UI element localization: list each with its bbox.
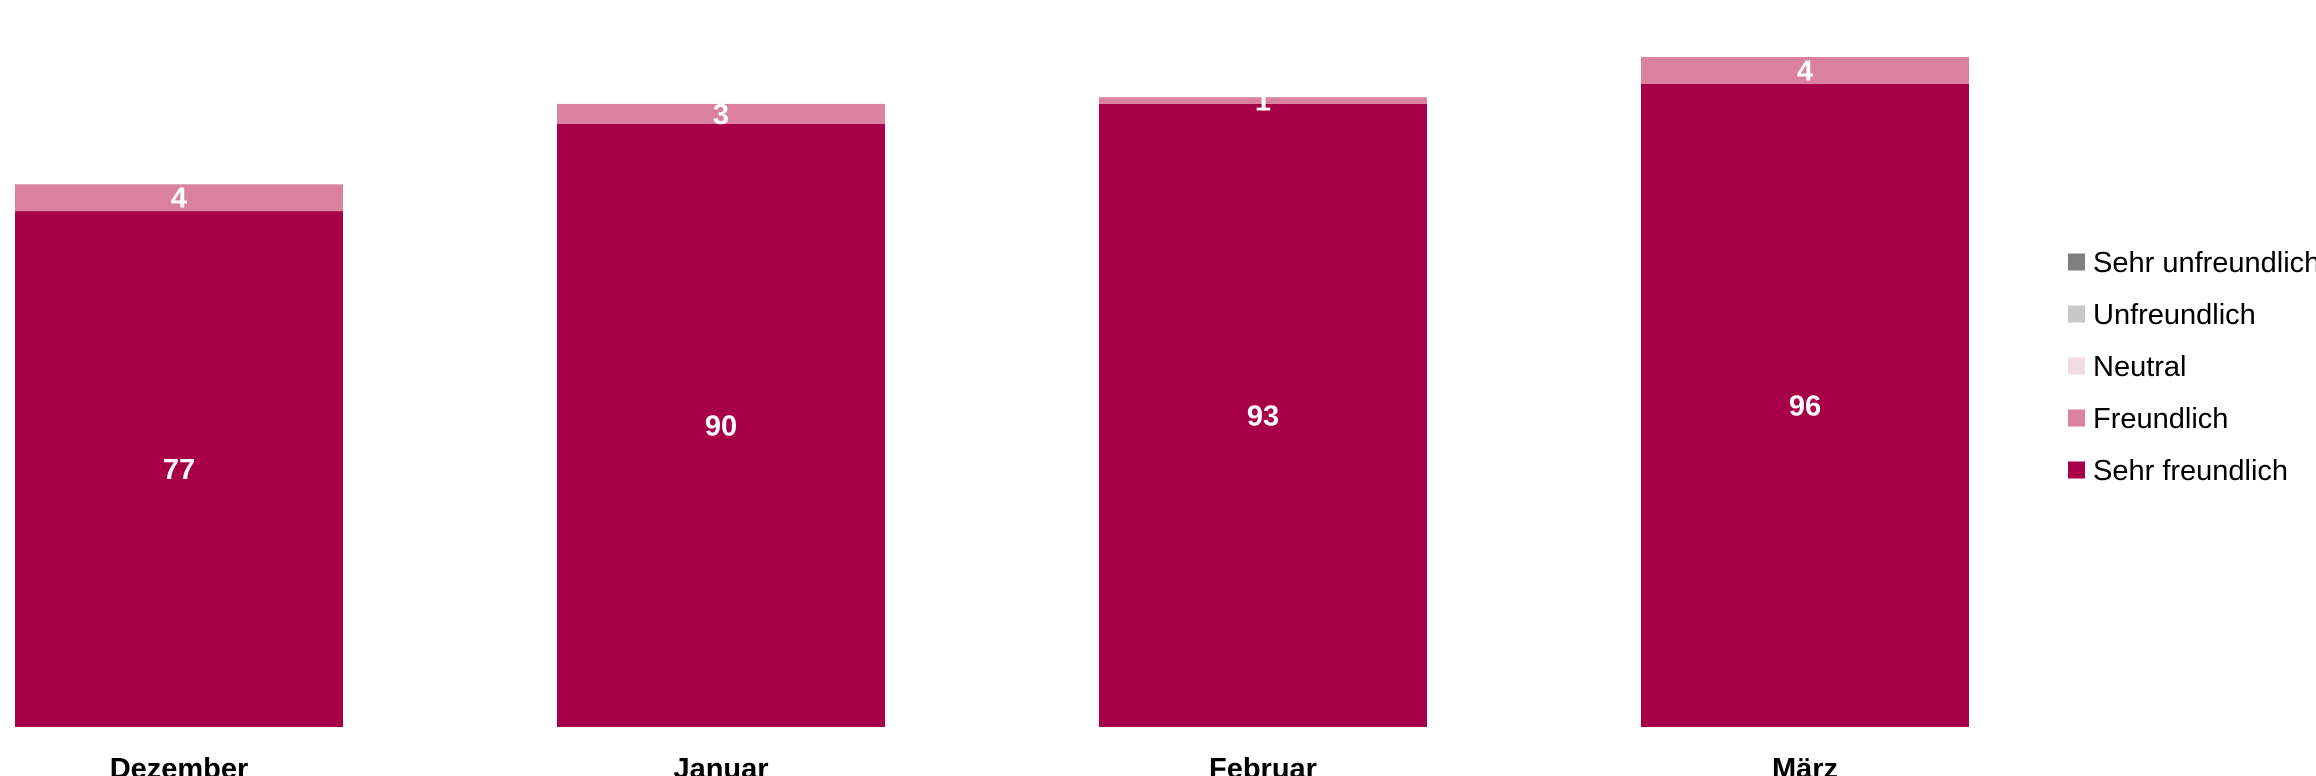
legend-label-unfreundlich: Unfreundlich xyxy=(2093,299,2256,331)
bars-group: 77 4 90 3 93 1 96 4 xyxy=(15,55,1969,728)
legend: Sehr unfreundlich Unfreundlich Neutral Freu… xyxy=(2068,247,2316,487)
bar-segment-sehr-freundlich-januar xyxy=(557,124,885,727)
data-label-freundlich-marz: 4 xyxy=(1797,55,1813,87)
bar-segment-freundlich-februar xyxy=(1099,97,1427,104)
category-label-marz: März xyxy=(1772,753,1838,776)
data-label-freundlich-dezember: 4 xyxy=(171,183,187,215)
bar-segment-sehr-freundlich-februar xyxy=(1099,103,1427,727)
legend-swatch-freundlich xyxy=(2068,409,2085,427)
legend-label-sehr-freundlich: Sehr freundlich xyxy=(2093,455,2288,487)
category-labels: Dezember Januar Februar März xyxy=(110,753,1838,776)
bar-segment-freundlich-januar xyxy=(557,103,885,124)
legend-swatch-sehr-unfreundlich xyxy=(2068,253,2085,271)
data-label-sehr-freundlich-januar: 90 xyxy=(705,411,737,443)
legend-swatch-neutral xyxy=(2068,357,2085,375)
bar-segment-sehr-freundlich-dezember xyxy=(15,211,343,728)
legend-swatch-sehr-freundlich xyxy=(2068,461,2085,479)
category-label-januar: Januar xyxy=(673,753,768,776)
bar-segment-freundlich-dezember xyxy=(15,184,343,212)
legend-label-sehr-unfreundlich: Sehr unfreundlich xyxy=(2093,247,2316,279)
data-label-sehr-freundlich-marz: 96 xyxy=(1789,390,1821,422)
data-label-sehr-freundlich-februar: 93 xyxy=(1247,400,1279,432)
category-label-februar: Februar xyxy=(1209,753,1317,776)
legend-label-neutral: Neutral xyxy=(2093,351,2187,383)
legend-swatch-unfreundlich xyxy=(2068,305,2085,323)
data-label-sehr-freundlich-dezember: 77 xyxy=(163,454,195,486)
bar-segment-freundlich-marz xyxy=(1641,57,1969,84)
legend-label-freundlich: Freundlich xyxy=(2093,403,2228,435)
data-label-freundlich-februar: 1 xyxy=(1255,86,1271,118)
category-label-dezember: Dezember xyxy=(110,753,249,776)
bar-segment-sehr-freundlich-marz xyxy=(1641,83,1969,728)
data-label-freundlich-januar: 3 xyxy=(713,99,729,131)
